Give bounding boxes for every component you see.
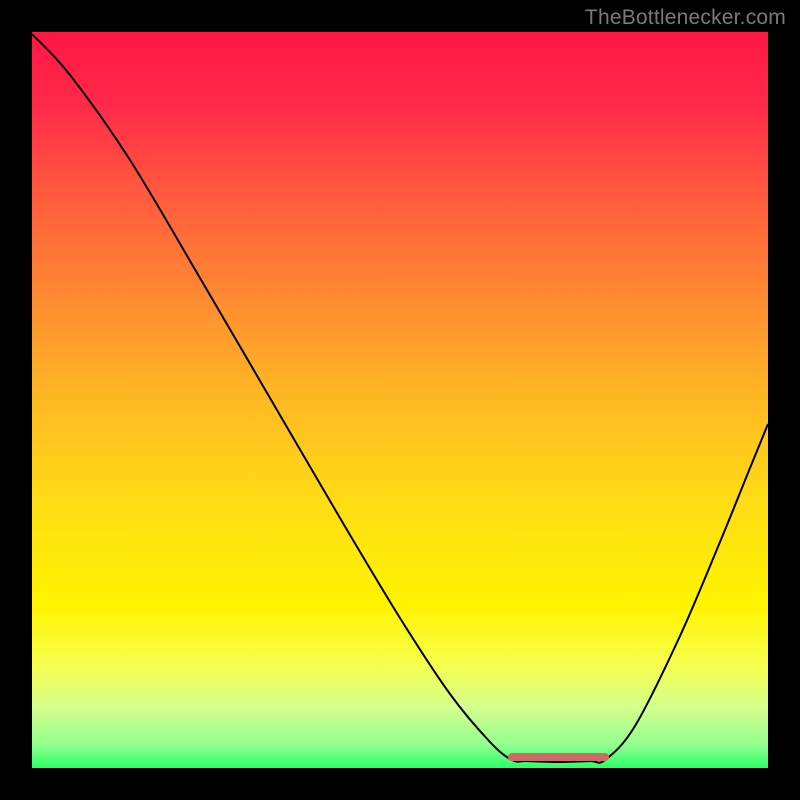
gradient-background xyxy=(32,32,768,768)
frame-right xyxy=(768,0,800,800)
bottleneck-chart: TheBottlenecker.com xyxy=(0,0,800,800)
chart-svg xyxy=(0,0,800,800)
watermark-text: TheBottlenecker.com xyxy=(585,6,786,30)
frame-bottom xyxy=(0,768,800,800)
frame-left xyxy=(0,0,32,800)
